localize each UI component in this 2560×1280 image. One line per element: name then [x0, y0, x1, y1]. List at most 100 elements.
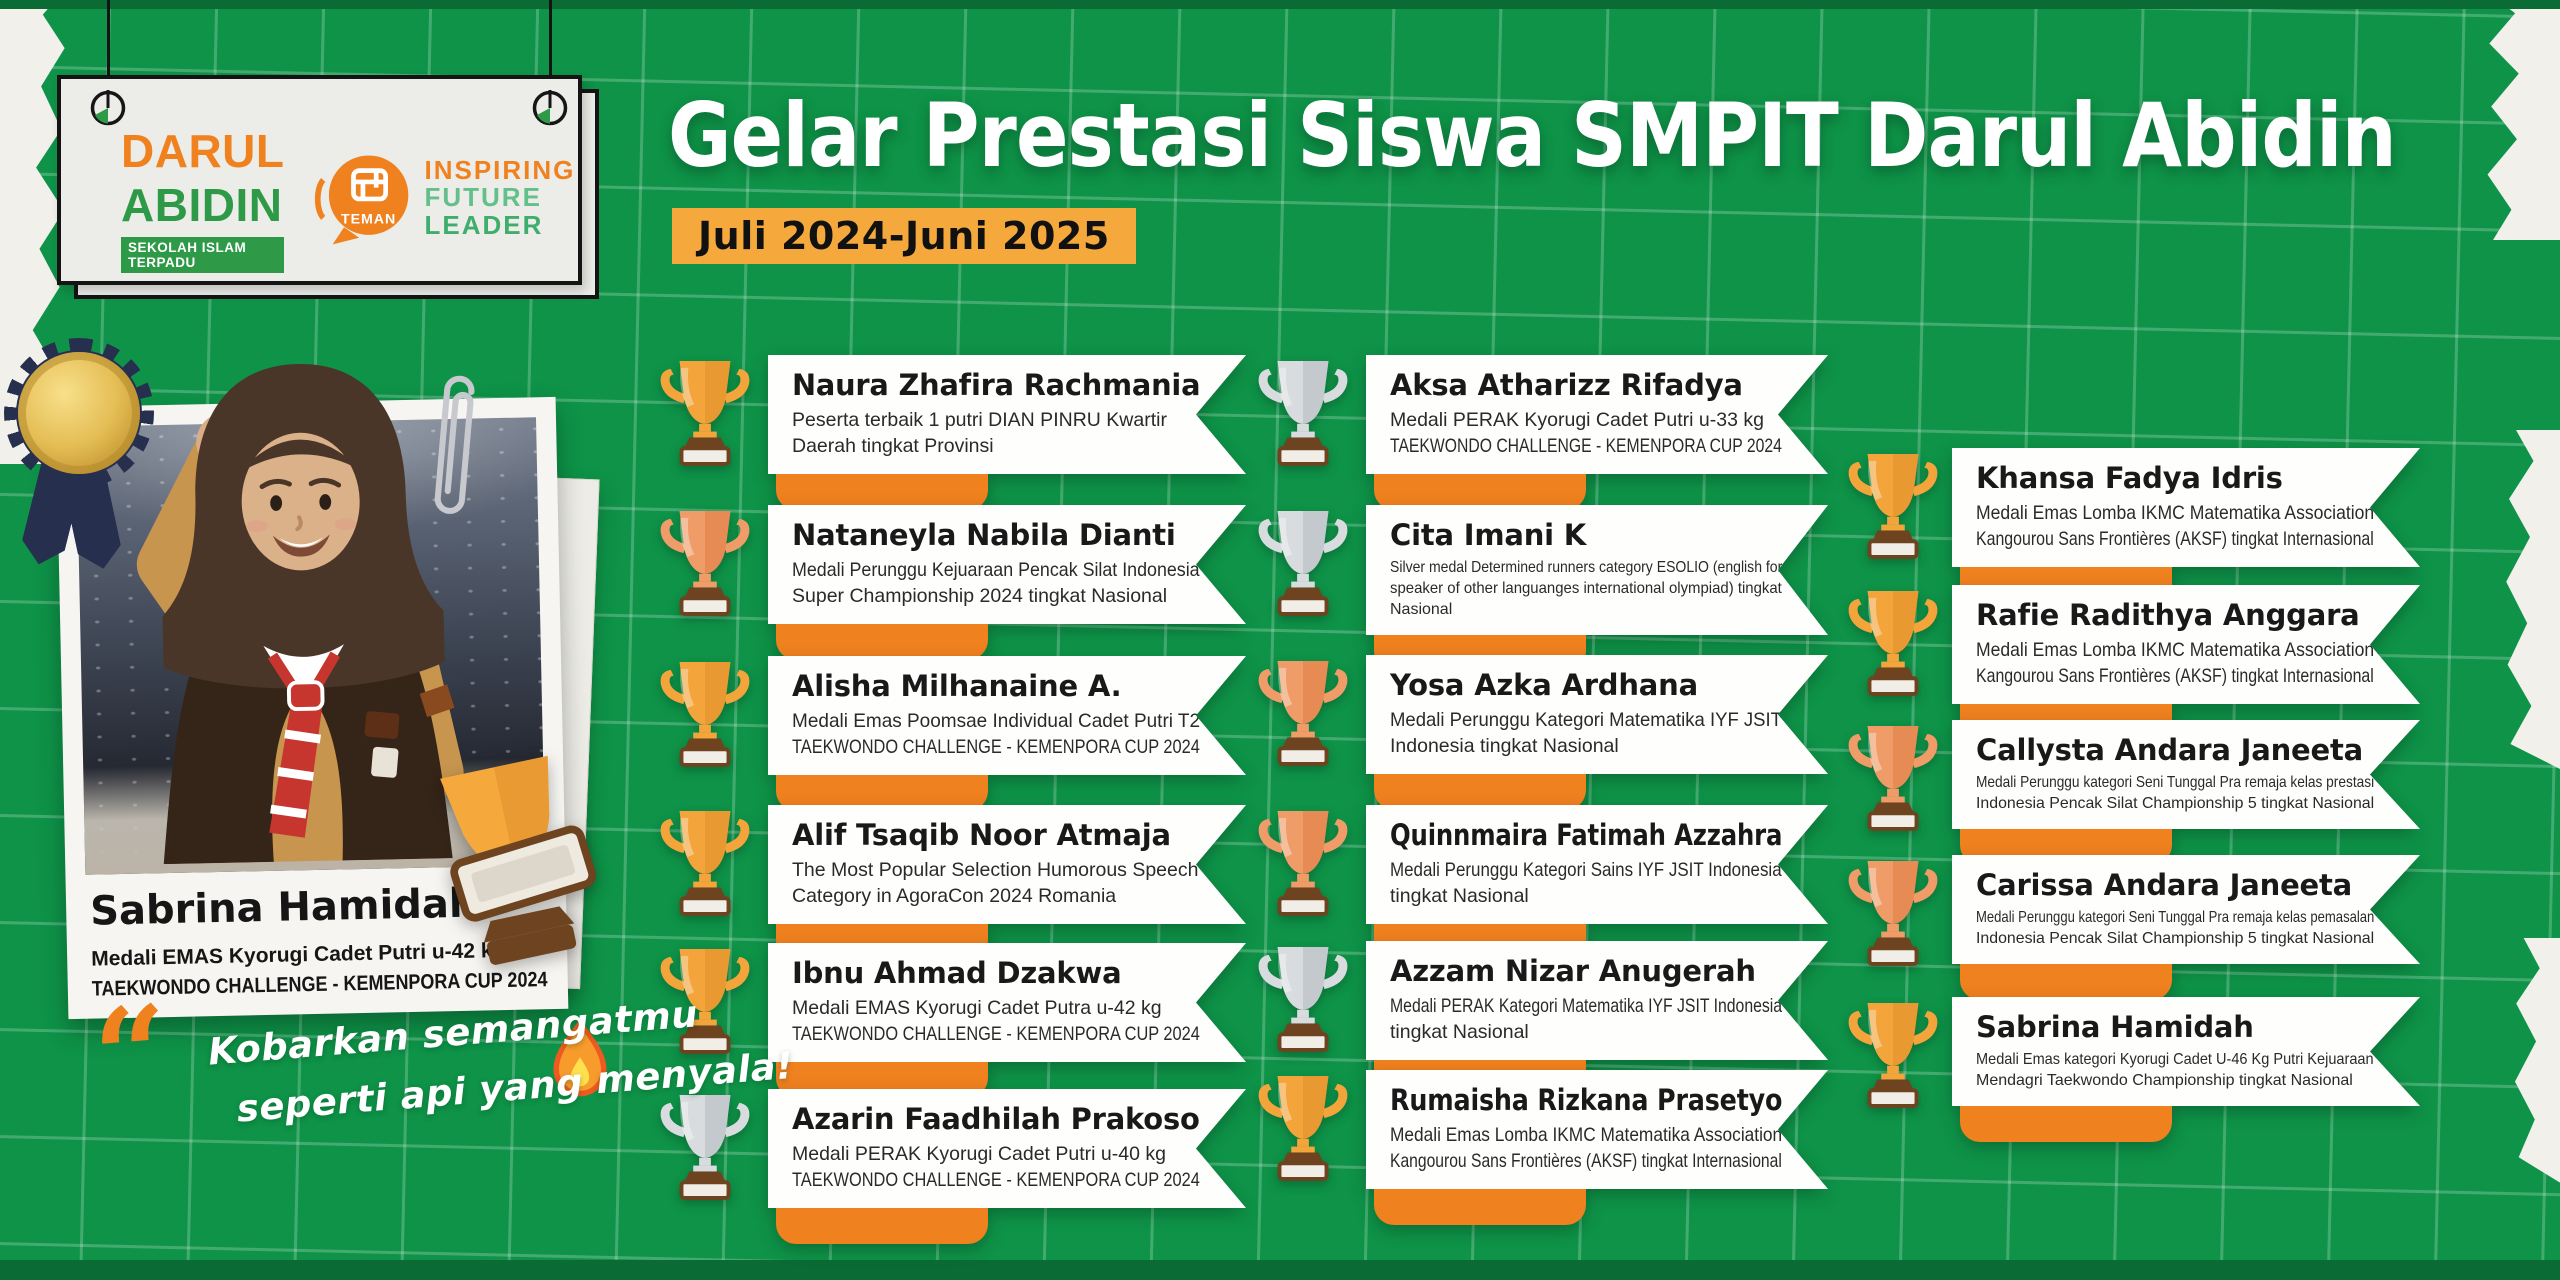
student-name: Khansa Fadya Idris [1976, 461, 2283, 495]
achievement-description-line: Super Championship 2024 tingkat Nasional [792, 585, 1168, 607]
achievement-description: Medali EMAS Kyorugi Cadet Putra u-42 kg T… [792, 995, 1200, 1047]
achievement-description-line: Medali PERAK Kyorugi Cadet Putri u-40 kg [792, 1143, 1166, 1165]
achievement-description: Medali Perunggu kategori Seni Tunggal Pr… [1976, 907, 2374, 949]
student-name: Sabrina Hamidah [1976, 1010, 2254, 1044]
pin-icon [532, 90, 568, 126]
achievement-description-line: Medali Emas kategori Kyorugi Cadet U-46 … [1976, 1051, 2374, 1068]
student-name: Rumaisha Rizkana Prasetyo [1390, 1083, 1783, 1117]
gold-trophy-icon [1258, 1076, 1348, 1181]
student-name: Naura Zhafira Rachmania [792, 368, 1201, 402]
period-badge: Juli 2024-Juni 2025 [672, 208, 1136, 264]
paperclip-icon [434, 375, 475, 514]
bronze-trophy-icon [1848, 861, 1938, 966]
achievement-description: The Most Popular Selection Humorous Spee… [792, 857, 1200, 909]
achievement-description-line: Medali Perunggu Kategori Matematika IYF … [1390, 709, 1782, 731]
top-edge-bar [0, 0, 2560, 9]
achievement-banner: Carissa Andara Janeeta Medali Perunggu k… [1952, 855, 2420, 964]
achievement-description-line: TAEKWONDO CHALLENGE - KEMENPORA CUP 2024 [1390, 435, 1782, 457]
achievement-description: Medali Emas Lomba IKMC Matematika Associ… [1976, 500, 2374, 552]
achievement-description-line: Category in AgoraCon 2024 Romania [792, 885, 1117, 907]
achievement-description: Medali Emas kategori Kyorugi Cadet U-46 … [1976, 1049, 2374, 1091]
achievement-banner: Alif Tsaqib Noor Atmaja The Most Popular… [768, 805, 1246, 924]
achievement-banner: Rafie Radithya Anggara Medali Emas Lomba… [1952, 585, 2420, 704]
partner-line-1: INSPIRING [424, 155, 576, 186]
student-name: Rafie Radithya Anggara [1976, 598, 2360, 632]
achievement-description: Peserta terbaik 1 putri DIAN PINRU Kwart… [792, 407, 1200, 459]
logo-card: DARUL ABIDIN SEKOLAH ISLAM TERPADU TEMAN… [57, 75, 582, 285]
achievement-description: Medali PERAK Kategori Matematika IYF JSI… [1390, 993, 1782, 1045]
achievement-description-line: Indonesia Pencak Silat Championship 5 ti… [1976, 795, 2375, 812]
achievement-description-line: TAEKWONDO CHALLENGE - KEMENPORA CUP 2024 [792, 1023, 1200, 1045]
student-name: Yosa Azka Ardhana [1390, 668, 1698, 702]
achievement-banner: Ibnu Ahmad Dzakwa Medali EMAS Kyorugi Ca… [768, 943, 1246, 1062]
teman-label: TEMAN [342, 212, 397, 228]
quote-mark-icon: “ [88, 976, 175, 1135]
achievement-description-line: speaker of other languanges internationa… [1390, 580, 1782, 597]
achievement-description-line: Indonesia tingkat Nasional [1390, 735, 1619, 757]
achievement-description-line: Peserta terbaik 1 putri DIAN PINRU Kwart… [792, 409, 1167, 431]
silver-trophy-icon [1258, 947, 1348, 1052]
student-name: Cita Imani K [1390, 518, 1587, 552]
achievement-banner: Quinnmaira Fatimah Azzahra Medali Perung… [1366, 805, 1828, 924]
achievement-description-line: TAEKWONDO CHALLENGE - KEMENPORA CUP 2024 [792, 736, 1200, 758]
hanging-string [549, 0, 552, 108]
achievement-description-line: Medali Emas Poomsae Individual Cadet Put… [792, 710, 1201, 732]
partner-line-2: FUTURE [424, 182, 542, 213]
achievement-description-line: The Most Popular Selection Humorous Spee… [792, 859, 1199, 881]
achievement-description: Medali Perunggu Kategori Matematika IYF … [1390, 707, 1782, 759]
student-name: Azarin Faadhilah Prakoso [792, 1102, 1200, 1136]
achievement-description-line: Medali PERAK Kategori Matematika IYF JSI… [1390, 995, 1783, 1017]
bottom-edge-bar [0, 1260, 2560, 1280]
achievement-description-line: Medali Perunggu kategori Seni Tunggal Pr… [1976, 774, 2375, 791]
silver-trophy-icon [660, 1095, 750, 1200]
achievement-banner: Khansa Fadya Idris Medali Emas Lomba IKM… [1952, 448, 2420, 567]
gold-trophy-icon [1848, 454, 1938, 559]
achievement-description: Medali Emas Poomsae Individual Cadet Put… [792, 708, 1200, 760]
achievement-description-line: tingkat Nasional [1390, 1021, 1529, 1043]
achievement-banner: Callysta Andara Janeeta Medali Perunggu … [1952, 720, 2420, 829]
flame-icon [553, 1018, 607, 1097]
achievement-description: Medali Emas Lomba IKMC Matematika Associ… [1976, 637, 2374, 689]
achievement-description: Medali PERAK Kyorugi Cadet Putri u-40 kg… [792, 1141, 1200, 1193]
featured-photo-card: Sabrina Hamidah Medali EMAS Kyorugi Cade… [55, 363, 569, 1020]
student-name: Aksa Atharizz Rifadya [1390, 368, 1743, 402]
achievement-description-line: Medali Perunggu Kejuaraan Pencak Silat I… [792, 559, 1200, 581]
gold-trophy-icon [660, 662, 750, 767]
bronze-trophy-icon [660, 511, 750, 616]
achievement-description: Medali Perunggu Kejuaraan Pencak Silat I… [792, 557, 1200, 609]
student-name: Nataneyla Nabila Dianti [792, 518, 1176, 552]
school-name-2: ABIDIN [121, 178, 283, 231]
school-wordmark: DARUL ABIDIN SEKOLAH ISLAM TERPADU [121, 124, 285, 273]
achievement-banner: Azarin Faadhilah Prakoso Medali PERAK Ky… [768, 1089, 1246, 1208]
silver-trophy-icon [1258, 361, 1348, 466]
pin-icon [90, 90, 126, 126]
student-name: Alif Tsaqib Noor Atmaja [792, 818, 1171, 852]
achievement-description-line: Nasional [1390, 601, 1453, 618]
page-title: Gelar Prestasi Siswa SMPIT Darul Abidin [668, 84, 2397, 187]
achievement-description-line: Kangourou Sans Frontières (AKSF) tingkat… [1390, 1150, 1782, 1172]
student-name: Callysta Andara Janeeta [1976, 733, 2363, 767]
achievement-description-line: Mendagri Taekwondo Championship tingkat … [1976, 1072, 2353, 1089]
achievement-banner: Sabrina Hamidah Medali Emas kategori Kyo… [1952, 997, 2420, 1106]
achievement-description-line: Medali PERAK Kyorugi Cadet Putri u-33 kg [1390, 409, 1764, 431]
achievement-banner: Rumaisha Rizkana Prasetyo Medali Emas Lo… [1366, 1070, 1828, 1189]
achievement-description: Medali Emas Lomba IKMC Matematika Associ… [1390, 1122, 1782, 1174]
achievement-description-line: Indonesia Pencak Silat Championship 5 ti… [1976, 930, 2375, 947]
achievement-banner: Cita Imani K Silver medal Determined run… [1366, 505, 1828, 635]
gold-trophy-icon [660, 811, 750, 916]
achievement-description-line: Silver medal Determined runners category… [1390, 559, 1783, 576]
student-portrait-illustration [136, 363, 464, 865]
achievement-description: Silver medal Determined runners category… [1390, 557, 1782, 620]
student-name: Azzam Nizar Anugerah [1390, 954, 1756, 988]
partner-logo: TEMAN INSPIRING FUTURE LEADER [310, 146, 575, 250]
achievement-banner: Aksa Atharizz Rifadya Medali PERAK Kyoru… [1366, 355, 1828, 474]
achievement-description-line: Kangourou Sans Frontières (AKSF) tingkat… [1976, 665, 2374, 687]
achievement-banner: Azzam Nizar Anugerah Medali PERAK Katego… [1366, 941, 1828, 1060]
student-name: Carissa Andara Janeeta [1976, 868, 2353, 902]
achievement-banner: Alisha Milhanaine A. Medali Emas Poomsae… [768, 656, 1246, 775]
achievement-description-line: Daerah tingkat Provinsi [792, 435, 994, 457]
achievement-description: Medali Perunggu kategori Seni Tunggal Pr… [1976, 772, 2374, 814]
gold-trophy-icon [1848, 591, 1938, 696]
silver-trophy-icon [1258, 511, 1348, 616]
